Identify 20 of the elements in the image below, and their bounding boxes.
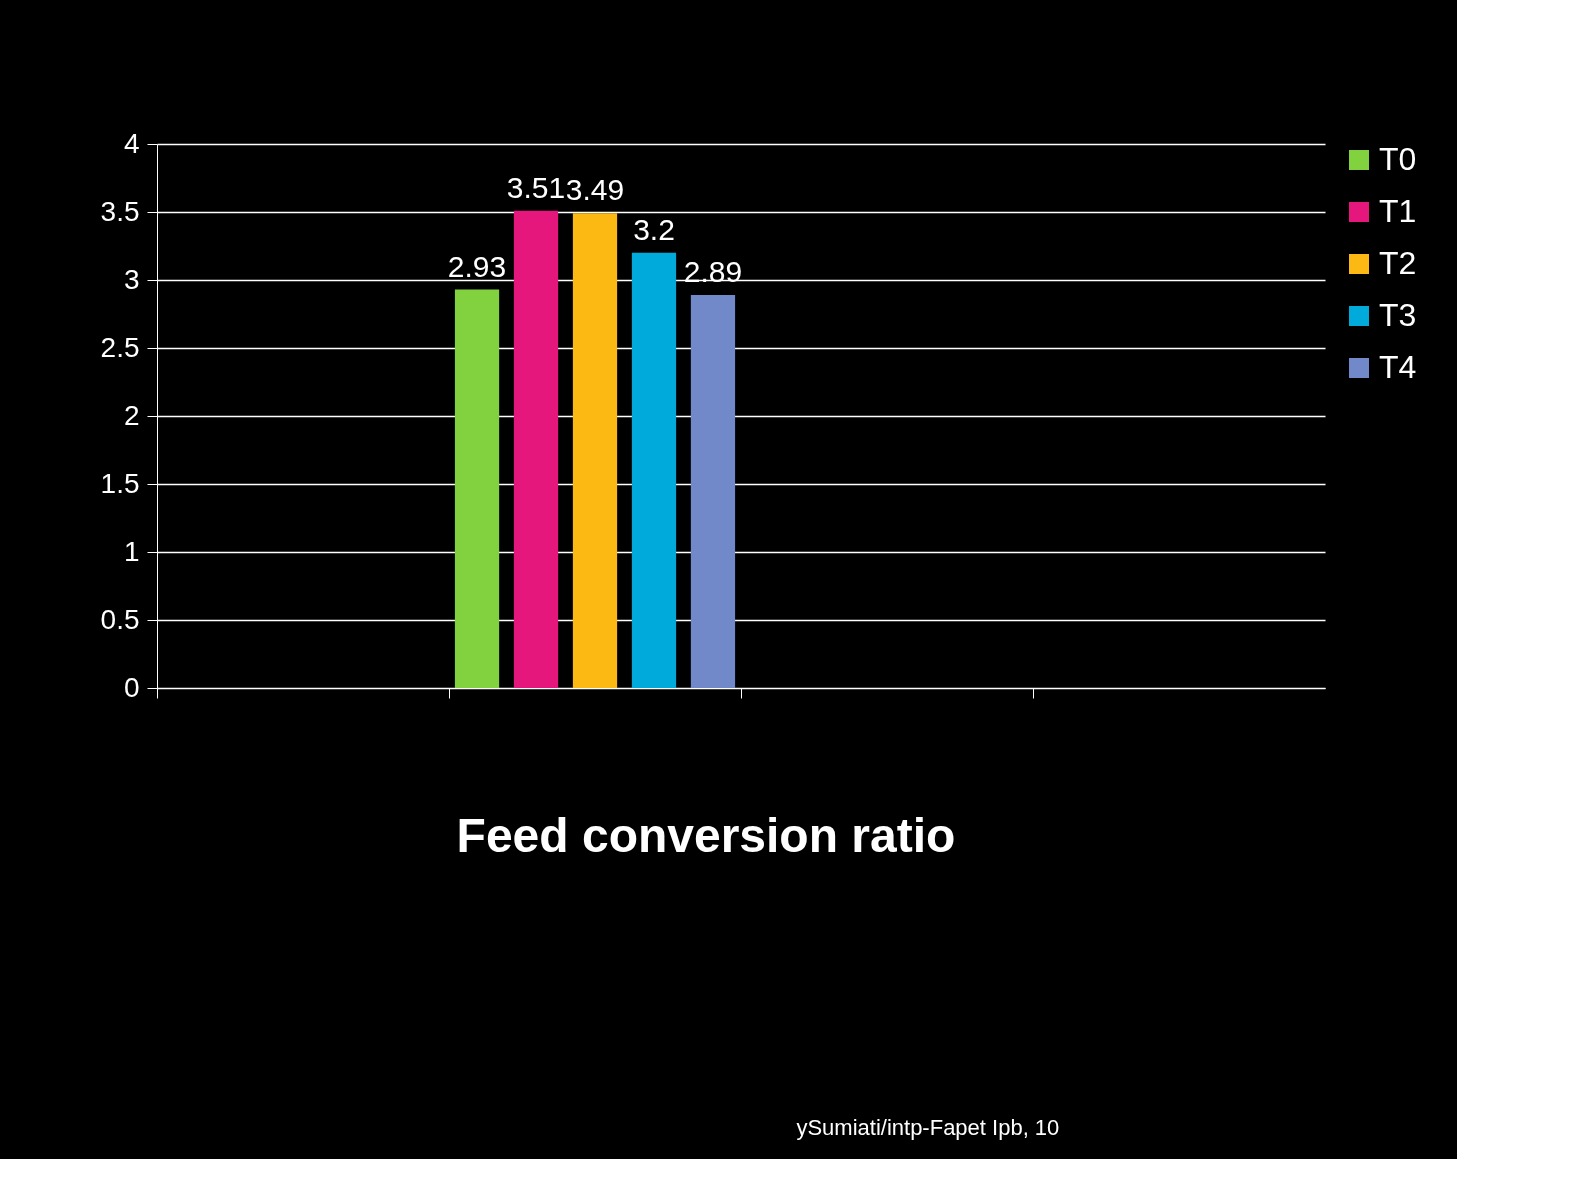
y-tick-label: 1.5 — [100, 467, 140, 499]
y-tick-label: 0.5 — [100, 603, 140, 635]
legend-label: T1 — [1379, 193, 1417, 229]
data-label: 2.93 — [447, 249, 507, 283]
text: Feed conversion ratio — [456, 809, 956, 862]
text: ySumiati/intp-Fapet Ipb, 10 — [796, 1115, 1060, 1140]
data-label: 3.51 — [506, 170, 566, 204]
y-tick-label: 1 — [123, 535, 140, 567]
y-tick-label: 2 — [123, 399, 140, 431]
legend-label: T4 — [1379, 349, 1417, 385]
y-tick-label: 3.5 — [100, 195, 140, 227]
legend-label: T0 — [1379, 141, 1417, 177]
data-label: 3.2 — [633, 212, 675, 246]
legend-label: T2 — [1379, 245, 1417, 281]
y-tick-label: 0 — [123, 671, 140, 703]
y-tick-label: 3 — [123, 263, 140, 295]
data-label: 3.49 — [565, 173, 625, 207]
y-tick-label: 4 — [123, 127, 140, 159]
y-tick-label: 2.5 — [100, 331, 140, 363]
legend-label: T3 — [1379, 297, 1417, 333]
